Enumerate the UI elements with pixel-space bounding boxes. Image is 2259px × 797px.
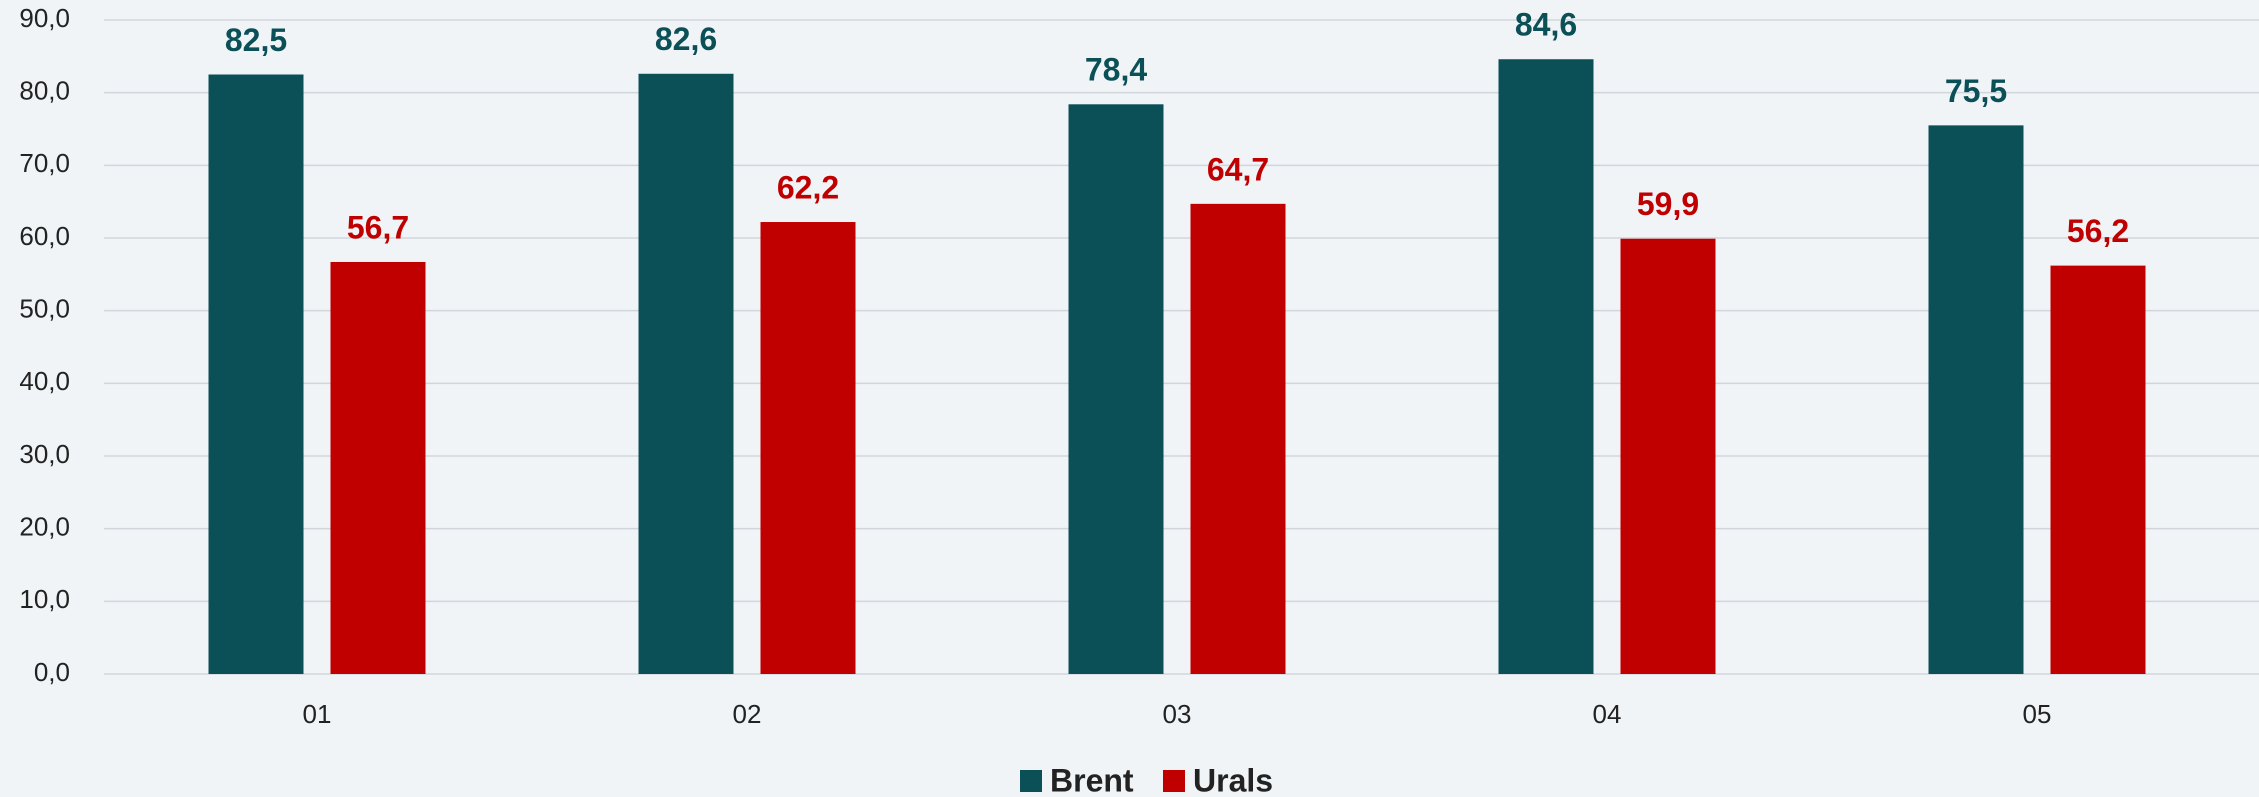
- bar: [1620, 238, 1716, 674]
- legend-swatch: [1020, 770, 1042, 792]
- x-tick-label: 05: [2023, 699, 2052, 729]
- y-tick-label: 90,0: [19, 3, 70, 33]
- value-label: 64,7: [1207, 151, 1269, 187]
- y-tick-label: 40,0: [19, 366, 70, 396]
- value-label: 59,9: [1637, 186, 1699, 222]
- y-tick-label: 30,0: [19, 439, 70, 469]
- bar: [330, 261, 426, 674]
- y-tick-label: 80,0: [19, 76, 70, 106]
- y-tick-label: 50,0: [19, 294, 70, 324]
- y-tick-label: 20,0: [19, 512, 70, 542]
- x-tick-label: 02: [733, 699, 762, 729]
- value-label: 78,4: [1085, 52, 1147, 88]
- bar: [1068, 104, 1164, 674]
- bar: [1498, 59, 1594, 675]
- y-tick-label: 70,0: [19, 148, 70, 178]
- bar: [760, 222, 856, 674]
- value-label: 82,5: [225, 22, 287, 58]
- x-tick-label: 04: [1593, 699, 1622, 729]
- value-label: 75,5: [1945, 73, 2007, 109]
- value-label: 84,6: [1515, 7, 1577, 43]
- y-tick-label: 0,0: [34, 657, 70, 687]
- value-label: 82,6: [655, 21, 717, 57]
- bar: [1190, 203, 1286, 674]
- legend-label: Urals: [1193, 762, 1273, 797]
- bar: [208, 74, 304, 674]
- value-label: 56,7: [347, 209, 409, 245]
- y-tick-label: 60,0: [19, 221, 70, 251]
- value-label: 56,2: [2067, 213, 2129, 249]
- y-tick-label: 10,0: [19, 584, 70, 614]
- bar: [1928, 125, 2024, 674]
- bar: [2050, 265, 2146, 674]
- x-tick-label: 01: [303, 699, 332, 729]
- value-label: 62,2: [777, 169, 839, 205]
- legend-swatch: [1163, 770, 1185, 792]
- x-tick-label: 03: [1163, 699, 1192, 729]
- bar: [638, 73, 734, 675]
- legend-label: Brent: [1050, 762, 1134, 797]
